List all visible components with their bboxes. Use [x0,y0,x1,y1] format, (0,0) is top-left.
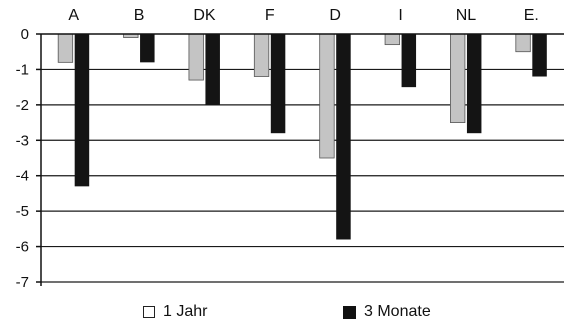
legend-label-series-1: 1 Jahr [163,303,208,320]
bar-nl-series-2 [466,34,482,134]
bars [57,33,547,240]
gridlines [41,68,564,283]
y-tick-label-6: -6 [16,239,29,256]
bar-i-series-1 [384,33,400,46]
category-label-d: D [329,7,341,24]
category-label-a: A [68,7,79,24]
axes [36,33,564,286]
legend-item-series-1: 1 Jahr [143,302,207,322]
category-label-f: F [265,7,275,24]
y-tick-label-0: 0 [21,26,29,43]
bar-nl-series-1 [450,33,466,123]
bar-dk-series-1 [188,33,204,81]
y-tick-label-2: -2 [16,97,29,114]
y-tick-label-4: -4 [16,168,29,185]
category-label-b: B [134,7,145,24]
legend-swatch-series-2 [343,305,356,319]
y-tick-labels: 0 -1 -2 -3 -4 -5 -6 -7 [16,26,29,291]
y-tick-label-3: -3 [16,132,29,149]
bar-d-series-2 [336,34,351,240]
bar-e-series-2 [532,34,547,77]
bar-e-series-1 [515,33,531,53]
category-label-nl: NL [456,7,477,24]
category-label-i: I [398,7,402,24]
bar-a-series-1 [57,33,74,63]
category-label-e: E. [524,7,539,24]
y-tick-label-5: -5 [16,203,29,220]
bar-i-series-2 [401,34,417,88]
legend-item-series-2: 3 Monate [343,302,431,322]
bar-f-series-2 [270,34,286,134]
bar-dk-series-2 [205,34,220,105]
bar-f-series-1 [253,33,270,77]
bar-b-series-2 [140,34,155,63]
legend-swatch-series-1 [143,306,155,318]
y-tick-label-7: -7 [16,274,29,291]
bar-d-series-1 [319,33,335,159]
category-labels: A B DK F D I NL E. [68,7,539,24]
legend-label-series-2: 3 Monate [364,303,431,320]
category-label-dk: DK [193,7,216,24]
bar-a-series-2 [74,34,90,187]
y-tick-label-1: -1 [16,61,29,78]
